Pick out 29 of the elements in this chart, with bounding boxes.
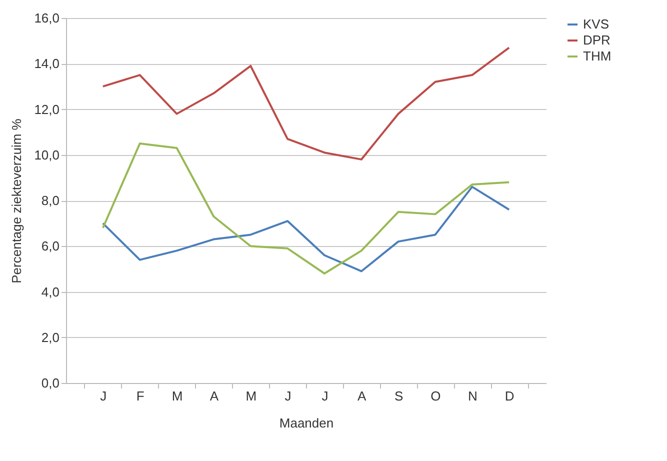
x-tick-label: J: [284, 388, 292, 404]
x-tick-label: J: [100, 388, 107, 404]
x-tick-label: D: [504, 388, 514, 404]
legend-label: THM: [583, 48, 612, 64]
y-tick-label: 10,0: [34, 147, 60, 162]
x-tick-label: A: [210, 388, 219, 404]
y-tick-label: 14,0: [34, 56, 60, 72]
x-axis-title: Maanden: [279, 416, 334, 430]
y-axis-title: Percentage ziekteverzuim %: [9, 118, 24, 284]
x-tick-label: A: [358, 388, 367, 404]
x-tick-label: O: [430, 388, 441, 404]
y-tick-label: 8,0: [41, 193, 60, 208]
x-tick-label: N: [468, 388, 478, 404]
y-tick-label: 16,0: [34, 10, 60, 26]
line-series: [102, 142, 510, 274]
y-tick-label: 0,0: [41, 376, 60, 390]
legend-label: KVS: [583, 16, 610, 32]
x-tick-label: M: [172, 388, 183, 404]
line-series: [102, 186, 510, 272]
line-series: [102, 46, 510, 160]
y-tick-label: 4,0: [41, 284, 60, 300]
y-tick-label: 2,0: [41, 330, 60, 345]
legend-label: DPR: [583, 32, 610, 48]
y-tick-label: 12,0: [34, 102, 60, 117]
x-tick-label: S: [394, 388, 404, 404]
x-tick-label: F: [136, 388, 144, 404]
x-tick-label: J: [322, 388, 328, 404]
y-tick-label: 6,0: [41, 238, 60, 254]
x-tick-label: M: [246, 388, 257, 404]
